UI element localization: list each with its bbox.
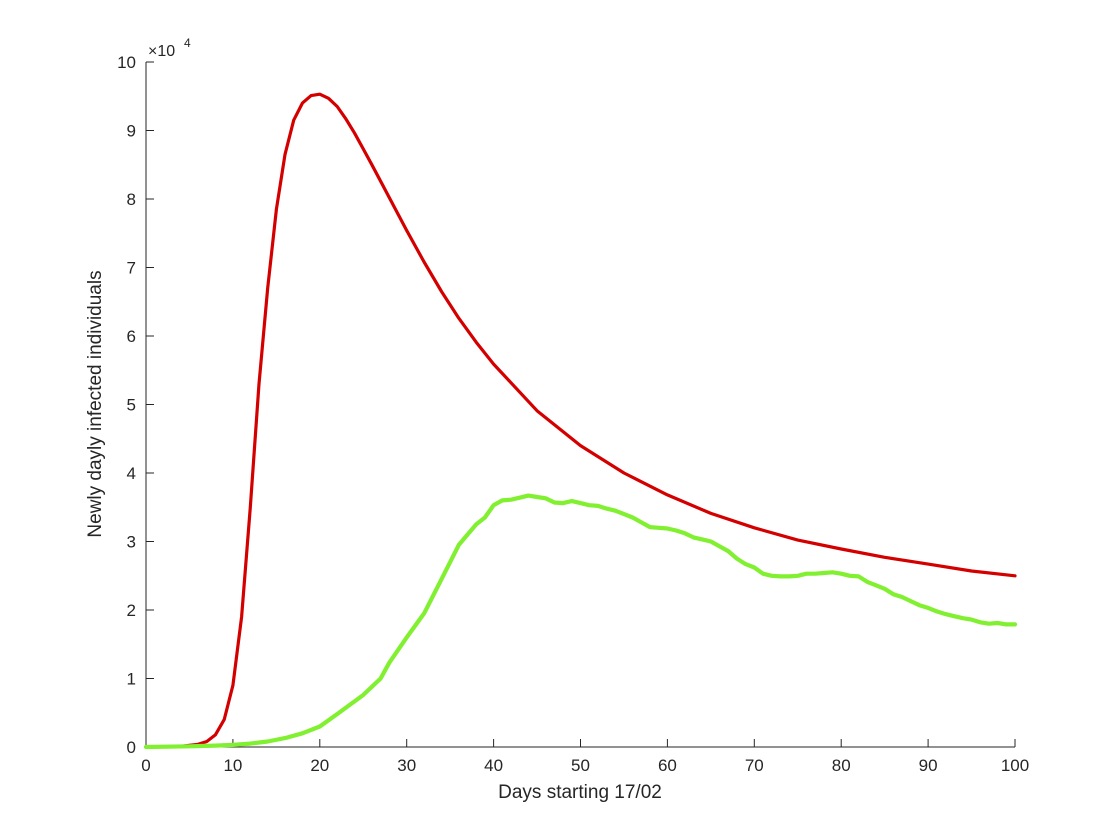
y-axis-multiplier: ×10 4 xyxy=(148,36,191,60)
x-tick-label: 60 xyxy=(658,756,677,775)
x-tick-label: 100 xyxy=(1001,756,1029,775)
y-tick-label: 9 xyxy=(127,122,136,141)
x-tick-label: 50 xyxy=(571,756,590,775)
y-axis-title: Newly dayly infected individuals xyxy=(85,270,106,537)
y-tick-label: 10 xyxy=(117,53,136,72)
x-tick-label: 80 xyxy=(832,756,851,775)
y-tick-label: 1 xyxy=(127,670,136,689)
x-tick-label: 10 xyxy=(223,756,242,775)
x-tick-label: 40 xyxy=(484,756,503,775)
y-tick-label: 7 xyxy=(127,259,136,278)
x-axis-title: Days starting 17/02 xyxy=(498,782,662,803)
series-lines xyxy=(143,92,1018,750)
y-tick-label: 3 xyxy=(127,533,136,552)
x-tick-label: 90 xyxy=(919,756,938,775)
x-tick-label: 70 xyxy=(745,756,764,775)
y-tick-label: 5 xyxy=(127,396,136,415)
x-tick-label: 30 xyxy=(397,756,416,775)
y-tick-label: 8 xyxy=(127,190,136,209)
y-tick-label: 0 xyxy=(127,738,136,757)
axes xyxy=(145,62,1015,748)
y-tick-label: 4 xyxy=(127,464,136,483)
y-multiplier-exponent: 4 xyxy=(184,36,191,50)
series-line-2 xyxy=(143,493,1018,750)
y-tick-label: 2 xyxy=(127,601,136,620)
x-tick-label: 0 xyxy=(141,756,150,775)
series-line-1 xyxy=(144,92,1017,749)
y-multiplier-base: ×10 xyxy=(148,43,175,60)
y-tick-label: 6 xyxy=(127,327,136,346)
ticks: 0 10 20 30 40 50 60 70 80 90 100 0 1 2 3 4 5 6 7 8 9 10 xyxy=(117,53,1029,775)
x-tick-label: 20 xyxy=(310,756,329,775)
